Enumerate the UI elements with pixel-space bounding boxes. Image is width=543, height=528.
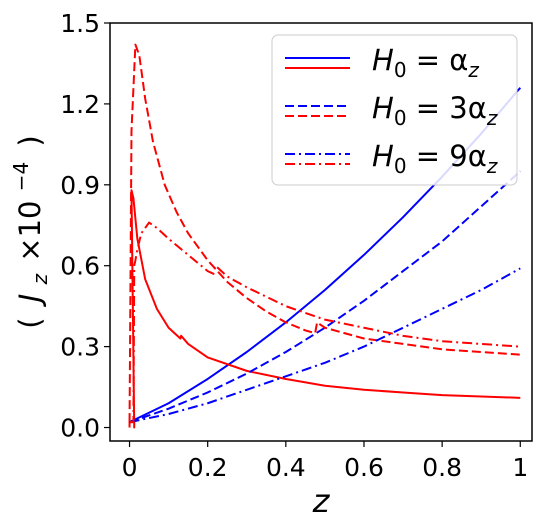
y-label-open-paren: ( [13,317,47,328]
y-tick-label: 1.2 [60,90,100,119]
x-axis-label: z [312,482,331,520]
x-tick-label: 0.8 [422,453,462,482]
x-tick-label: 0.6 [344,453,384,482]
legend: H0 = αz H0 = 3αz H0 = 9αz [271,34,518,186]
legend-box [271,34,518,186]
y-tick-label: 0.6 [60,252,100,281]
series-line-blue-dashed [129,170,521,424]
y-tick-label: 0.9 [60,171,100,200]
y-tick-label: 0.0 [60,414,100,443]
legend-label-h0-alpha: H0 = αz [372,43,479,82]
y-axis-label: ( J z ×10 −4 ) [1,135,54,329]
y-tick-label: 0.3 [60,333,100,362]
legend-label-h0-9alpha: H0 = 9αz [372,139,498,178]
y-label-subscript: z [28,273,52,285]
y-label-symbol: J [13,294,47,308]
y-tick-label: 1.5 [60,9,100,38]
plot-frame [109,22,533,442]
x-axis: 0 0.2 0.4 0.6 0.8 1 [122,441,528,482]
y-label-close-paren: ) [13,135,47,146]
x-tick-label: 1 [512,453,528,482]
series-line-blue-dashdot [129,267,521,424]
x-tick-label: 0.4 [266,453,306,482]
y-label-exponent: −4 [9,162,33,191]
x-tick-label: 0 [122,453,138,482]
x-tick-label: 0.2 [188,453,228,482]
series-line-red-solid [128,189,521,429]
y-label-times: ×10 [13,201,47,262]
series-line-red-dashdot [129,221,521,424]
legend-label-h0-3alpha: H0 = 3αz [372,91,498,130]
y-axis: 0.0 0.3 0.6 0.9 1.2 1.5 [60,9,110,443]
